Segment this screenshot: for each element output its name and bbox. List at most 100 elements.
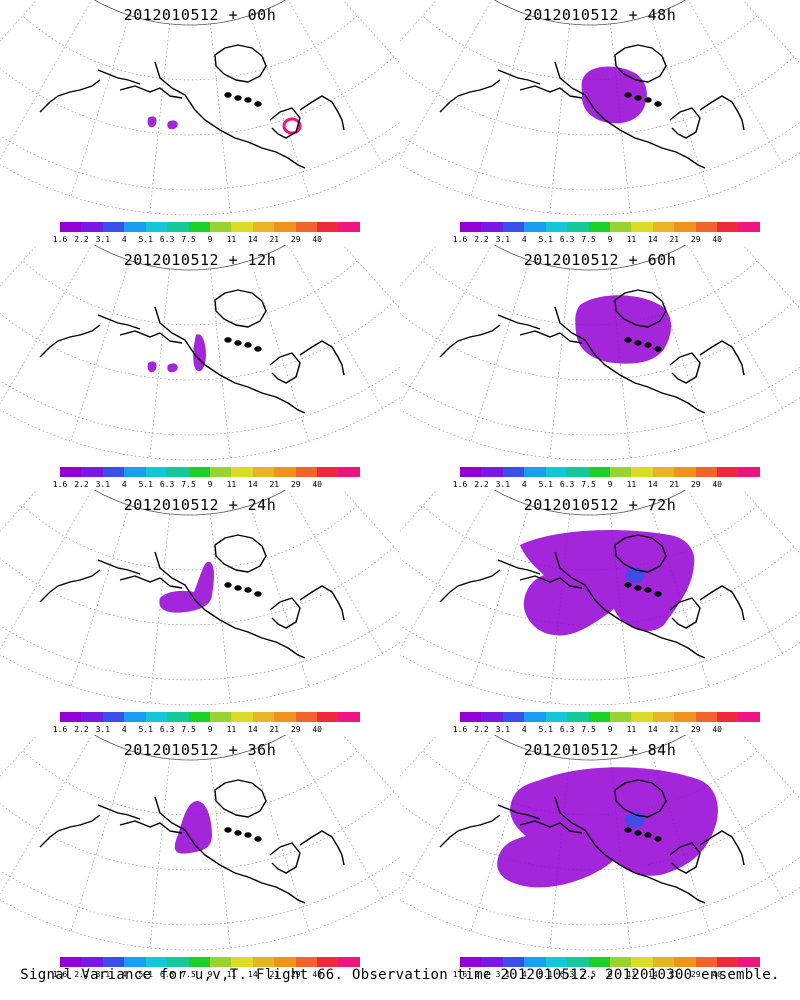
polar-map-84h	[400, 735, 800, 951]
colorbar-swatch	[609, 957, 632, 967]
colorbar-swatch	[295, 467, 318, 477]
colorbar-swatch	[460, 467, 482, 477]
map-panel-60h: 2012010512 + 60h 1.6 2.2 3.1 4 5.1 6.3 7.5 9 11 1…	[400, 245, 800, 490]
coastline	[269, 107, 301, 139]
colorbar-label: 2.2	[74, 480, 89, 489]
polar-map-36h	[0, 735, 400, 951]
coastlines	[39, 289, 345, 414]
colorbar-label: 5.1	[138, 235, 153, 244]
colorbar-label: 6.3	[159, 235, 175, 244]
map-graticule	[0, 0, 400, 216]
variance-area	[497, 767, 718, 888]
colorbar-swatch	[609, 222, 632, 232]
colorbar-swatch	[145, 712, 168, 722]
colorbar-label: 4	[121, 480, 127, 489]
island	[624, 92, 632, 98]
colorbar-swatch	[652, 222, 675, 232]
polar-map-00h	[0, 0, 400, 216]
colorbar-label: 5.1	[138, 480, 153, 489]
longitude-line	[470, 15, 531, 197]
colorbar-swatch	[145, 222, 168, 232]
colorbar-label: 11	[226, 480, 237, 489]
map-graticule	[0, 490, 400, 706]
colorbar-label: 7.5	[581, 480, 596, 489]
colorbar-label: 11	[226, 235, 237, 244]
latitude-line	[400, 56, 795, 136]
colorbar-label: 3.1	[95, 970, 111, 979]
colorbar-swatch	[567, 957, 589, 967]
latitude-line	[400, 611, 800, 681]
colorbar-label: 9	[207, 725, 213, 734]
latitude-line	[22, 505, 358, 571]
island	[654, 836, 662, 842]
colorbar-swatch	[524, 957, 546, 967]
coastline	[669, 842, 701, 874]
latitude-line	[422, 15, 758, 81]
colorbar	[460, 957, 760, 967]
latitude-line	[400, 366, 800, 436]
colorbar-swatch	[545, 712, 568, 722]
island	[224, 92, 232, 98]
colorbar-label: 3.1	[95, 725, 111, 734]
colorbar-label: 11	[626, 480, 637, 489]
colorbar-labels: 1.6 2.2 3.1 4 5.1 6.3 7.5 9 11 14 21 29 40	[453, 970, 760, 980]
map-graticule	[400, 0, 800, 216]
colorbar-labels: 1.6 2.2 3.1 4 5.1 6.3 7.5 9 11 14 21 29 40	[53, 970, 360, 980]
map-boundary	[93, 735, 287, 761]
colorbar-swatch	[231, 957, 253, 967]
colorbar-label: 7.5	[181, 725, 196, 734]
colorbar-swatch	[738, 222, 760, 232]
longitude-line	[687, 245, 783, 409]
island	[244, 97, 252, 103]
colorbar-swatch	[545, 222, 568, 232]
colorbar-label: 40	[312, 480, 322, 489]
colorbar-swatch	[460, 957, 482, 967]
colorbar-label: 3.1	[495, 235, 511, 244]
colorbar-label: 4	[521, 725, 527, 734]
longitude-line	[470, 505, 531, 687]
colorbar-swatch	[209, 467, 232, 477]
longitude-line	[287, 0, 383, 164]
longitude-line	[400, 0, 493, 160]
coastline	[554, 61, 706, 169]
longitude-line	[70, 505, 131, 687]
coastline	[554, 551, 706, 659]
variance-shading	[520, 530, 695, 636]
colorbar-swatch	[695, 712, 718, 722]
variance-area	[193, 334, 206, 372]
island	[234, 95, 242, 101]
panel-title: 2012010512 + 72h	[523, 496, 677, 514]
colorbar-label: 6.3	[159, 970, 175, 979]
map-graticule	[0, 735, 400, 951]
colorbar-swatch	[631, 712, 653, 722]
colorbar-label: 29	[690, 725, 701, 734]
coastline	[299, 585, 345, 621]
longitude-line	[287, 245, 383, 409]
colorbar-labels: 1.6 2.2 3.1 4 5.1 6.3 7.5 9 11 14 21 29 40	[53, 235, 360, 245]
coastline	[299, 95, 345, 131]
latitude-line	[0, 546, 395, 626]
variance-shading	[575, 295, 672, 364]
panel-title: 2012010512 + 36h	[123, 741, 277, 759]
colorbar-swatch	[231, 222, 253, 232]
coastline	[439, 569, 501, 603]
longitude-line	[210, 758, 231, 948]
colorbar-label: 21	[669, 970, 680, 979]
colorbar-swatch	[317, 222, 339, 232]
colorbar-label: 2.2	[474, 235, 489, 244]
longitude-line	[400, 735, 493, 895]
colorbar-swatch	[652, 957, 675, 967]
colorbar-swatch	[188, 957, 210, 967]
coastline	[97, 559, 141, 575]
colorbar-label: 3.1	[495, 480, 511, 489]
colorbar-label: 2.2	[74, 235, 89, 244]
colorbar-swatch	[588, 467, 610, 477]
coastline	[669, 597, 701, 629]
colorbar-swatch	[481, 712, 503, 722]
variance-area	[520, 530, 695, 636]
colorbar-swatch	[60, 467, 82, 477]
island	[234, 340, 242, 346]
latitude-line	[400, 121, 800, 191]
colorbar-label: 5.1	[138, 970, 153, 979]
colorbar-swatch	[60, 712, 82, 722]
